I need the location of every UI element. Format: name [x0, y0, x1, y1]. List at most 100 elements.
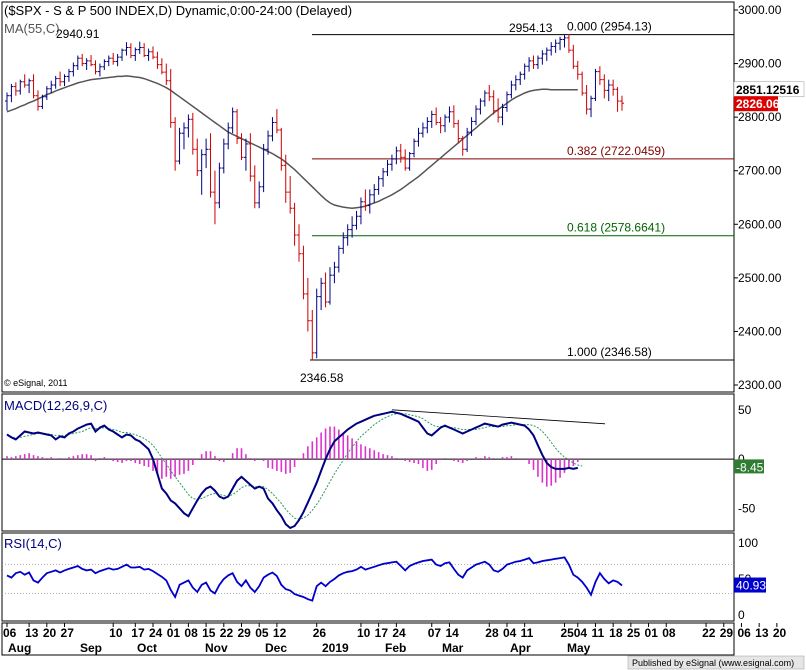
rsi-value-text: 40.93: [736, 579, 766, 593]
ohlc-bar: [589, 95, 594, 118]
ohlc-bar: [111, 52, 116, 65]
ohlc-bar: [469, 117, 474, 136]
rsi-pane: [1, 532, 735, 622]
ohlc-bar: [168, 68, 173, 128]
fib-label: 0.000 (2954.13): [567, 20, 652, 34]
ma55-line: [6, 75, 578, 209]
ohlc-bar: [80, 53, 85, 67]
ohlc-bar: [230, 107, 235, 134]
date-tick-label: 07: [428, 626, 442, 640]
ohlc-bar: [403, 149, 408, 171]
rsi-value-badge: [734, 577, 766, 593]
ohlc-bar: [562, 34, 567, 48]
date-tick-label: 22: [702, 626, 716, 640]
ohlc-bar: [235, 109, 240, 144]
ohlc-bar: [575, 60, 580, 80]
date-tick-label: 20: [773, 626, 787, 640]
ohlc-bar: [155, 51, 160, 69]
ohlc-bar: [44, 86, 49, 100]
ohlc-bar: [597, 66, 602, 85]
ohlc-bar: [97, 63, 102, 77]
ohlc-bar: [243, 138, 248, 171]
annotation-low: 2346.58: [300, 371, 344, 385]
month-label: Apr: [510, 641, 531, 655]
ohlc-bar: [522, 63, 527, 80]
ohlc-bar: [173, 117, 178, 171]
macd-value-text: -8.45: [736, 460, 764, 474]
ohlc-bar: [354, 210, 359, 230]
ohlc-bar: [297, 224, 302, 262]
ohlc-bar: [323, 272, 328, 308]
ohlc-bar: [208, 133, 213, 198]
ohlc-bar: [319, 277, 324, 310]
price-tick-label: 2900.00: [738, 57, 782, 71]
ohlc-bar: [376, 176, 381, 195]
ohlc-bar: [416, 127, 421, 147]
fib-label: 0.382 (2722.0459): [567, 144, 665, 158]
ohlc-bar: [270, 117, 275, 142]
ohlc-bar: [75, 55, 80, 70]
date-tick-label: 28: [485, 626, 499, 640]
ohlc-bar: [460, 135, 465, 156]
ohlc-bar: [195, 138, 200, 177]
ohlc-bar: [13, 82, 18, 96]
ohlc-bar: [305, 277, 310, 332]
ohlc-bar: [102, 59, 107, 70]
axis-layer: 06 13 20 27 10 17 24 01 08 15 22 29 05 12 26 10 17 24 07 14…: [3, 623, 787, 655]
price-pane: [1, 1, 735, 393]
ohlc-bar: [465, 127, 470, 152]
date-tick-label: 06: [3, 626, 17, 640]
ohlc-bar: [217, 162, 222, 209]
date-tick-label: 18: [609, 626, 623, 640]
ohlc-bar: [283, 154, 288, 203]
ohlc-bar: [350, 216, 355, 238]
ohlc-bar: [593, 68, 598, 102]
ohlc-bar: [266, 130, 271, 155]
ohlc-bar: [310, 310, 315, 361]
ohlc-bar: [159, 58, 164, 75]
date-tick-label: 15: [202, 626, 216, 640]
date-tick-label: 01: [167, 626, 181, 640]
ohlc-bar: [212, 170, 217, 225]
ohlc-bar: [367, 189, 372, 214]
ohlc-bar: [549, 42, 554, 56]
ohlc-bar: [443, 114, 448, 133]
month-label: May: [567, 641, 591, 655]
date-tick-label: 11: [521, 626, 534, 640]
ohlc-bar: [27, 78, 32, 94]
ohlc-bar: [89, 55, 94, 67]
ohlc-bar: [611, 79, 616, 96]
month-label: Sep: [80, 641, 102, 655]
ohlc-bar: [602, 74, 607, 99]
ohlc-bar: [580, 71, 585, 96]
ohlc-bar: [513, 75, 518, 91]
copyright-text: © eSignal, 2011: [4, 378, 68, 388]
ma-value-text: 2851.12516: [736, 83, 800, 97]
macd-pane: [1, 393, 735, 532]
ohlc-bar: [133, 47, 138, 61]
date-tick-label: 24: [149, 626, 163, 640]
date-tick-label: 13: [25, 626, 39, 640]
month-label: Aug: [8, 641, 31, 655]
ohlc-bar: [478, 98, 483, 115]
ohlc-bar: [314, 288, 319, 359]
ohlc-bar: [5, 92, 9, 111]
ohlc-bar: [425, 117, 430, 134]
ohlc-bar: [142, 43, 147, 58]
ohlc-bar: [451, 105, 456, 128]
ohlc-bar: [31, 74, 36, 99]
ohlc-bar: [190, 112, 195, 155]
ohlc-bar: [606, 79, 611, 102]
ohlc-bar: [204, 138, 209, 169]
date-tick-label: 17: [375, 626, 389, 640]
date-tick-label: 14: [445, 626, 459, 640]
ohlc-bar: [226, 122, 231, 150]
ohlc-bar: [106, 55, 111, 67]
ohlc-bar: [292, 202, 297, 246]
ohlc-bar: [49, 80, 54, 94]
ohlc-bar: [115, 53, 120, 67]
date-tick-label: 26: [313, 626, 327, 640]
ohlc-bar: [535, 55, 540, 69]
macd-tick-label: 50: [738, 403, 752, 417]
